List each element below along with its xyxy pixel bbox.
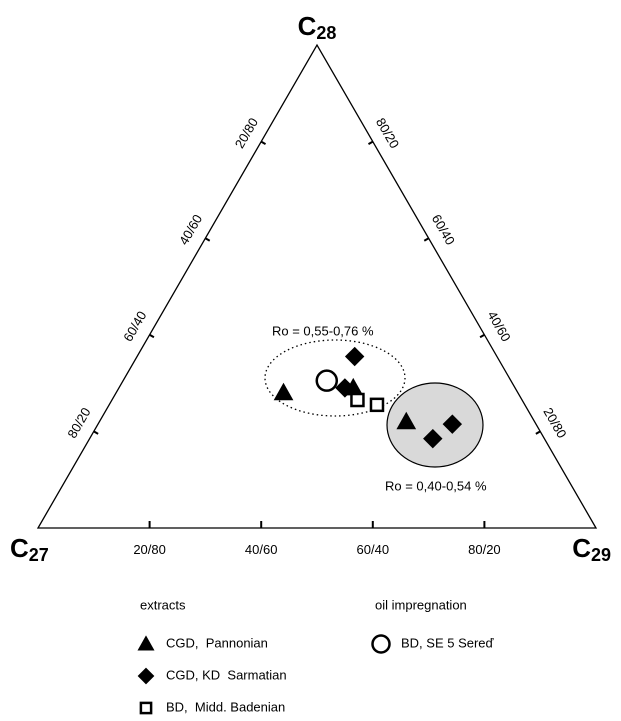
tick-label: 20/80 — [133, 542, 166, 557]
vertex-label-text: C — [10, 533, 29, 563]
legend-label: BD, Midd. Badenian — [166, 699, 285, 714]
marker-diamond — [344, 346, 365, 367]
legend-label: CGD, Pannonian — [166, 635, 268, 650]
vertex-label-text: C — [298, 11, 317, 41]
marker-square — [369, 397, 385, 413]
tick-label: 60/40 — [429, 212, 458, 248]
marker-triangle — [396, 411, 417, 430]
legend-label: CGD, KD Sarmatian — [166, 667, 287, 682]
tick-label: 80/20 — [64, 405, 93, 441]
vertex-label: C28 — [298, 11, 337, 43]
tick-mark — [149, 333, 155, 339]
tick-mark — [479, 333, 485, 339]
marker-diamond — [442, 414, 463, 434]
marker-square — [350, 392, 365, 408]
vertex-label-sub: 27 — [29, 545, 49, 565]
tick-mark — [423, 237, 430, 242]
tick-label: 60/40 — [120, 308, 149, 344]
marker-triangle — [137, 635, 155, 651]
annotation: Ro = 0,55-0,76 % — [272, 323, 374, 338]
marker-circle — [315, 369, 339, 392]
legend-group-title: extracts — [140, 597, 186, 612]
ternary-frame — [36, 43, 598, 529]
marker-circle — [371, 634, 391, 654]
vertex-label-text: C — [572, 533, 591, 563]
marker-diamond — [423, 428, 443, 449]
tick-label: 60/40 — [357, 542, 390, 557]
marker-square — [139, 701, 153, 715]
legend-group-title: oil impregnation — [375, 597, 467, 612]
legend-label: BD, SE 5 Sereď — [401, 635, 495, 650]
marker-diamond — [137, 667, 155, 685]
tick-label: 40/60 — [176, 212, 205, 248]
tick-label: 40/60 — [485, 308, 514, 344]
tick-mark — [93, 430, 99, 435]
tick-label: 80/20 — [373, 115, 402, 151]
annotation: Ro = 0,40-0,54 % — [385, 478, 487, 493]
marker-diamond — [335, 378, 355, 398]
range-ellipse — [264, 339, 406, 417]
vertex-label-sub: 29 — [591, 545, 611, 565]
tick-label: 80/20 — [468, 542, 501, 557]
range-ellipse — [386, 382, 484, 468]
tick-label: 40/60 — [245, 542, 278, 557]
vertex-label: C29 — [572, 533, 611, 565]
tick-label: 20/80 — [232, 115, 261, 151]
tick-mark — [260, 140, 267, 145]
tick-mark — [367, 140, 374, 145]
marker-triangle — [273, 382, 294, 401]
tick-mark — [204, 237, 211, 242]
tick-label: 20/80 — [540, 405, 569, 441]
vertex-label-sub: 28 — [316, 23, 336, 43]
tick-mark — [535, 430, 541, 435]
vertex-label: C27 — [10, 533, 49, 565]
